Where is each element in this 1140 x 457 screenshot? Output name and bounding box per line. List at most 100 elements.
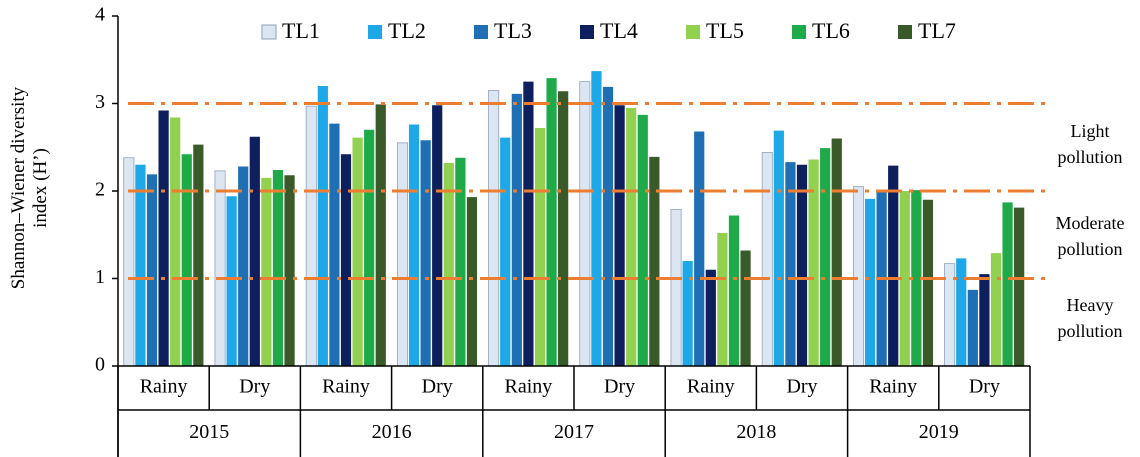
bar [364,129,375,366]
bar [466,197,478,366]
bar [123,157,135,367]
bar [375,104,386,366]
bar [305,105,317,367]
bar [488,89,500,367]
bar [193,144,204,366]
x-tick-label: Dry [969,376,1000,398]
bar [158,110,169,366]
bar [626,107,637,366]
bar [170,117,181,366]
legend-label: TL4 [600,18,638,43]
bar [694,131,705,366]
bar [523,81,534,366]
y-axis-label: Shannon–Wiener diversity index (H’) [8,86,51,290]
bar [500,137,511,366]
y-tick-label: 0 [95,354,105,376]
bar [1014,207,1025,366]
legend-swatch [261,24,277,40]
bar [682,261,693,366]
bar [511,93,522,366]
x-group-label: 2016 [372,421,412,443]
bar [922,199,934,366]
x-group-label: 2019 [919,421,959,443]
bar [614,105,625,366]
bar [408,124,420,366]
bar [181,154,192,366]
bar [317,86,328,366]
annotation: Light pollution [1057,121,1123,167]
bar [761,152,773,367]
bar [432,105,443,366]
bar [146,174,158,366]
bar [717,233,728,366]
bar [785,162,796,366]
bar [979,274,990,366]
legend-swatch [474,25,488,39]
legend-swatch [792,25,806,39]
x-tick-label: Dry [786,376,817,398]
bar [602,86,614,366]
bar [226,196,237,366]
bar [261,177,272,366]
bar [352,137,363,366]
bar [911,190,922,366]
bar [773,130,784,366]
bar [670,208,682,367]
legend-label: TL7 [918,18,956,43]
bar [396,142,408,367]
x-tick-label: Dry [239,376,270,398]
legend-swatch [898,25,912,39]
bar [1002,202,1013,366]
bar [534,128,546,366]
legend-swatch [686,25,700,39]
bar [249,136,260,366]
bar [956,258,967,366]
bar [740,250,751,366]
x-tick-label: Rainy [322,376,370,398]
legend-label: TL2 [388,18,426,43]
legend-label: TL3 [494,18,532,43]
bar [864,198,876,366]
bar [455,157,466,366]
bar [796,164,808,366]
bar [214,170,226,367]
y-tick-label: 2 [95,179,105,201]
bar [852,186,864,367]
x-tick-label: Dry [604,376,635,398]
legend-swatch [580,25,594,39]
bar [831,138,842,366]
bar [284,175,295,366]
bar [820,148,831,366]
y-tick-label: 1 [95,266,105,288]
x-tick-label: Rainy [140,376,188,398]
legend-label: TL1 [282,18,320,43]
bar [728,215,740,366]
bar [990,253,1002,366]
bar [340,154,352,366]
legend-swatch [368,25,382,39]
bar [637,114,648,366]
x-tick-label: Dry [422,376,453,398]
bar [420,140,431,366]
x-group-label: 2015 [189,421,229,443]
bar [808,159,819,366]
bar [329,123,340,366]
x-group-label: 2017 [554,421,594,443]
bar [888,165,899,366]
bar [546,78,557,366]
x-tick-label: Rainy [505,376,553,398]
bar [238,166,249,366]
annotation: Heavy pollution [1057,295,1123,341]
bar [443,163,454,366]
x-group-label: 2018 [736,421,776,443]
bar [649,156,660,366]
x-tick-label: Rainy [869,376,917,398]
bar [558,91,569,366]
y-tick-label: 3 [95,91,105,113]
bar [705,269,716,366]
bar [591,71,602,366]
bar [135,164,146,366]
bar [272,170,284,366]
